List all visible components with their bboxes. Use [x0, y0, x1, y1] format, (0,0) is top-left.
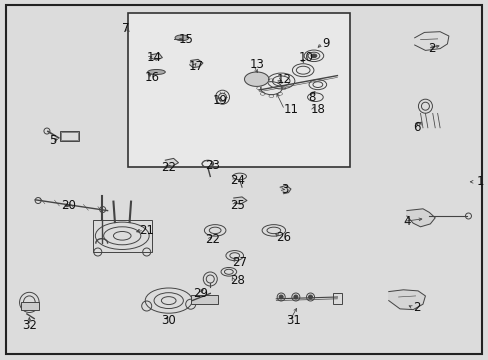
Bar: [20, 302, 39, 310]
Bar: [60, 131, 79, 141]
Text: 31: 31: [285, 314, 300, 327]
Text: 17: 17: [188, 60, 203, 73]
Text: 6: 6: [412, 121, 420, 134]
Polygon shape: [233, 197, 246, 204]
Polygon shape: [189, 59, 203, 68]
Bar: [93, 220, 151, 252]
Text: 11: 11: [283, 103, 298, 116]
Text: 30: 30: [161, 314, 176, 327]
Text: 14: 14: [146, 51, 162, 64]
Text: 13: 13: [249, 58, 264, 71]
Ellipse shape: [147, 69, 165, 75]
Text: 27: 27: [232, 256, 247, 269]
Text: 24: 24: [229, 174, 244, 186]
Text: 25: 25: [229, 199, 244, 212]
Text: 22: 22: [205, 233, 220, 246]
Polygon shape: [165, 158, 178, 166]
Text: 8: 8: [307, 91, 315, 104]
Polygon shape: [280, 185, 290, 194]
Text: 1: 1: [476, 175, 483, 188]
Polygon shape: [244, 72, 268, 86]
Text: 2: 2: [412, 301, 420, 314]
Text: 26: 26: [276, 231, 291, 244]
Text: 12: 12: [276, 73, 291, 86]
Polygon shape: [406, 209, 434, 227]
Ellipse shape: [310, 54, 316, 58]
Text: 22: 22: [161, 161, 176, 174]
Text: 28: 28: [229, 274, 244, 287]
Text: 15: 15: [178, 33, 193, 46]
Text: 21: 21: [139, 224, 154, 237]
Bar: [61, 132, 78, 140]
Bar: [190, 295, 217, 304]
Text: 29: 29: [193, 287, 208, 300]
Text: 19: 19: [212, 94, 227, 107]
Bar: [332, 293, 342, 304]
Text: 18: 18: [310, 103, 325, 116]
Text: 10: 10: [298, 51, 312, 64]
Text: 4: 4: [403, 215, 410, 228]
Text: 2: 2: [427, 42, 434, 55]
Polygon shape: [151, 53, 162, 60]
Circle shape: [279, 295, 283, 299]
Text: 3: 3: [281, 183, 288, 195]
Text: 16: 16: [144, 71, 159, 84]
Polygon shape: [388, 290, 425, 310]
Text: 7: 7: [122, 22, 129, 35]
Bar: [128, 13, 349, 167]
Text: 5: 5: [49, 134, 56, 147]
Text: 32: 32: [22, 319, 37, 332]
Text: 9: 9: [322, 37, 329, 50]
Circle shape: [308, 295, 312, 299]
Text: 23: 23: [205, 159, 220, 172]
Ellipse shape: [175, 35, 188, 41]
Circle shape: [293, 295, 297, 299]
Text: 20: 20: [61, 199, 76, 212]
